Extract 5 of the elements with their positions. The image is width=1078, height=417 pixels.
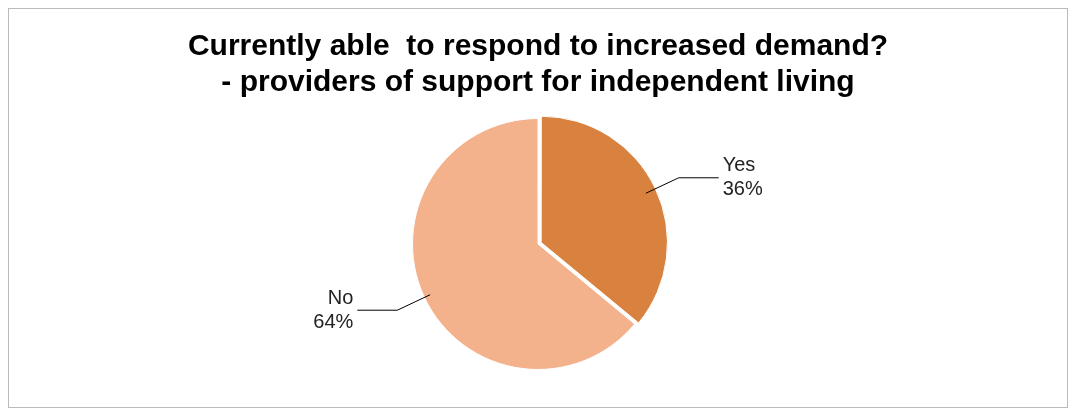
chart-title: Currently able to respond to increased demand? - providers of support for independent living: [187, 28, 889, 98]
slice-label: Yes: [722, 153, 756, 176]
data-label: 64%: [313, 309, 354, 332]
slice-label: No: [327, 285, 354, 308]
data-label: 36%: [722, 177, 763, 200]
